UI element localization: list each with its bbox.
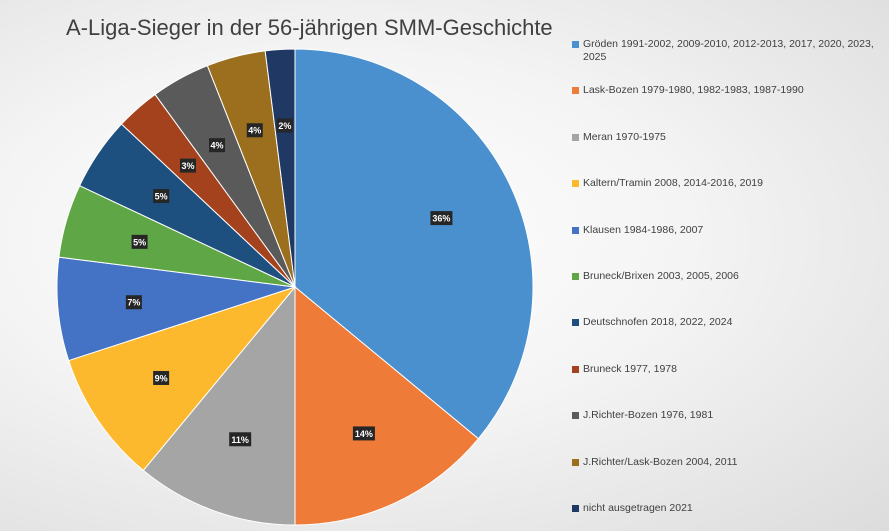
data-label: 7% (125, 295, 142, 310)
data-label-background (209, 138, 226, 153)
data-label-background (153, 189, 170, 204)
data-label: 14% (352, 426, 375, 441)
data-label-text: 14% (355, 429, 373, 439)
legend-item: Bruneck/Brixen 2003, 2005, 2006 (572, 270, 887, 316)
legend: Gröden 1991-2002, 2009-2010, 2012-2013, … (572, 38, 887, 531)
data-label-background (276, 118, 293, 133)
legend-swatch (572, 504, 579, 512)
legend-label: Deutschnofen 2018, 2022, 2024 (583, 316, 733, 329)
legend-label: Bruneck/Brixen 2003, 2005, 2006 (583, 269, 739, 282)
data-label: 3% (179, 158, 196, 173)
legend-swatch (572, 272, 579, 280)
legend-item: Bruneck 1977, 1978 (572, 363, 887, 409)
data-label-text: 5% (133, 237, 146, 247)
pie-slice (56, 256, 296, 362)
legend-item: Meran 1970-1975 (572, 131, 887, 177)
legend-swatch (572, 180, 579, 188)
data-label-background (229, 432, 252, 447)
data-label-background (246, 123, 263, 138)
legend-swatch (572, 41, 579, 48)
pie-slice (68, 285, 297, 472)
legend-swatch (572, 458, 579, 466)
pie-slice (264, 48, 296, 288)
data-label-background (131, 234, 148, 249)
data-label: 11% (229, 432, 252, 447)
legend-item: nicht ausgetragen 2021 (572, 502, 887, 531)
data-label-text: 9% (155, 373, 168, 383)
legend-label: J.Richter-Bozen 1976, 1981 (583, 409, 714, 422)
legend-item: Lask-Bozen 1979-1980, 1982-1983, 1987-19… (572, 84, 887, 130)
legend-label: Meran 1970-1975 (583, 130, 666, 143)
data-label: 5% (131, 234, 148, 249)
data-label: 2% (276, 118, 293, 133)
legend-label: J.Richter/Lask-Bozen 2004, 2011 (583, 455, 738, 468)
data-label-background (430, 211, 453, 226)
legend-swatch (572, 87, 579, 95)
data-label-text: 4% (211, 141, 224, 151)
data-label: 9% (153, 370, 170, 385)
data-label-text: 2% (278, 121, 291, 131)
data-label-background (179, 158, 196, 173)
data-label-text: 36% (432, 214, 450, 224)
legend-item: Deutschnofen 2018, 2022, 2024 (572, 316, 887, 362)
legend-swatch (572, 319, 579, 327)
legend-item: Kaltern/Tramin 2008, 2014-2016, 2019 (572, 177, 887, 223)
legend-item: J.Richter/Lask-Bozen 2004, 2011 (572, 456, 887, 502)
legend-item: J.Richter-Bozen 1976, 1981 (572, 409, 887, 455)
pie-slice (294, 48, 534, 440)
data-label: 4% (209, 138, 226, 153)
data-label-text: 3% (181, 161, 194, 171)
pie-slice (142, 285, 296, 526)
data-label: 4% (246, 123, 263, 138)
legend-item: Klausen 1984-1986, 2007 (572, 224, 887, 270)
legend-item: Gröden 1991-2002, 2009-2010, 2012-2013, … (572, 38, 887, 84)
data-label-background (352, 426, 375, 441)
data-label: 5% (153, 189, 170, 204)
chart-title: A-Liga-Sieger in der 56-jährigen SMM-Ges… (66, 15, 553, 40)
data-label-text: 11% (231, 435, 249, 445)
data-label-background (153, 370, 170, 385)
legend-label: Lask-Bozen 1979-1980, 1982-1983, 1987-19… (583, 84, 804, 97)
legend-label: Gröden 1991-2002, 2009-2010, 2012-2013, … (583, 38, 874, 63)
data-label: 36% (430, 211, 453, 226)
legend-label: nicht ausgetragen 2021 (583, 501, 693, 514)
data-label-text: 7% (127, 298, 140, 308)
data-label-text: 5% (155, 192, 168, 202)
legend-swatch (572, 133, 579, 141)
legend-swatch (572, 412, 579, 420)
pie-slice (294, 285, 480, 526)
data-label-background (125, 295, 142, 310)
legend-swatch (572, 226, 579, 234)
legend-label: Bruneck 1977, 1978 (583, 362, 677, 375)
legend-label: Klausen 1984-1986, 2007 (583, 223, 704, 236)
legend-label: Kaltern/Tramin 2008, 2014-2016, 2019 (583, 177, 763, 190)
legend-swatch (572, 365, 579, 373)
data-label-text: 4% (248, 126, 261, 136)
